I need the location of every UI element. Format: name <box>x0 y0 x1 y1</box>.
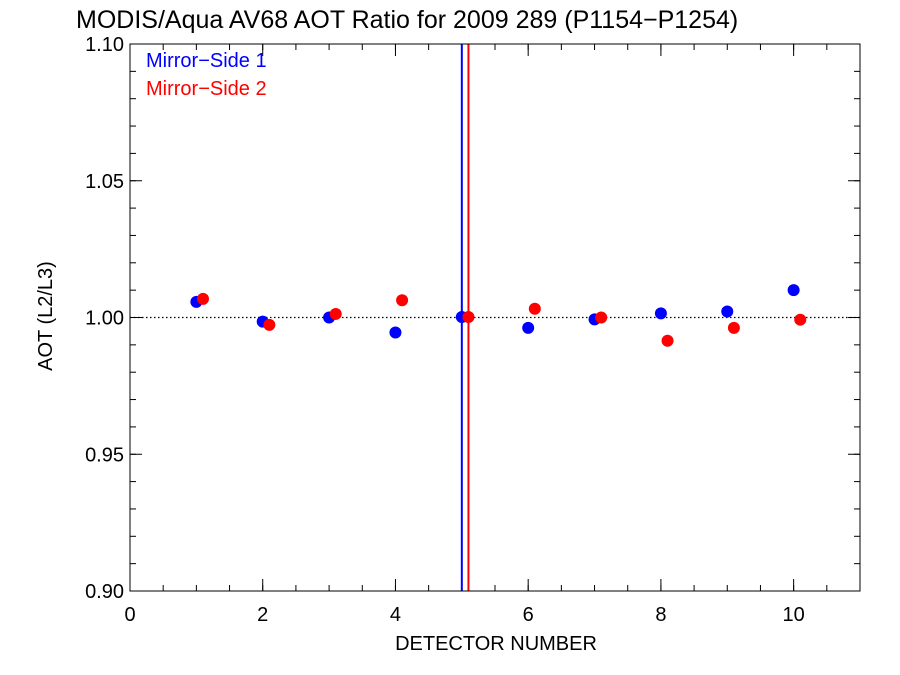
chart-title: MODIS/Aqua AV68 AOT Ratio for 2009 289 (… <box>76 6 738 34</box>
legend-mirror-side-1: Mirror−Side 1 <box>146 50 267 72</box>
y-tick-label: 1.00 <box>85 308 124 330</box>
point-series-1 <box>522 321 535 334</box>
data-points <box>190 284 807 347</box>
x-tick-label: 8 <box>655 604 666 626</box>
minor-ticks <box>129 43 861 592</box>
point-series-1 <box>721 305 734 318</box>
point-series-1 <box>787 284 800 297</box>
y-tick-label: 1.10 <box>85 34 124 56</box>
point-series-2 <box>263 318 276 331</box>
point-series-2 <box>595 311 608 324</box>
point-series-2 <box>396 294 409 307</box>
y-axis-label: AOT (L2/L3) <box>35 261 57 371</box>
point-series-2 <box>197 292 209 305</box>
x-tick-label: 10 <box>783 604 805 626</box>
x-tick-label: 2 <box>257 604 268 626</box>
x-tick-label: 6 <box>523 604 534 626</box>
point-series-1 <box>389 326 402 339</box>
point-series-1 <box>654 307 667 320</box>
y-tick-label: 0.90 <box>85 581 124 603</box>
y-tick-label: 0.95 <box>85 444 124 466</box>
plot-frame <box>129 43 861 592</box>
point-series-2 <box>661 334 674 347</box>
point-series-2 <box>528 302 541 315</box>
point-series-2 <box>727 321 740 334</box>
y-tick-label: 1.05 <box>85 171 124 193</box>
point-series-2 <box>794 313 807 326</box>
point-series-2 <box>462 310 475 323</box>
point-series-2 <box>329 307 342 320</box>
x-axis-label: DETECTOR NUMBER <box>395 633 597 655</box>
x-tick-label: 4 <box>390 604 401 626</box>
x-tick-label: 0 <box>124 604 135 626</box>
tick-labels: 0 2 4 6 8 10 0.90 0.95 1.00 1.05 1.10 <box>85 34 805 626</box>
legend-mirror-side-2: Mirror−Side 2 <box>146 78 267 100</box>
